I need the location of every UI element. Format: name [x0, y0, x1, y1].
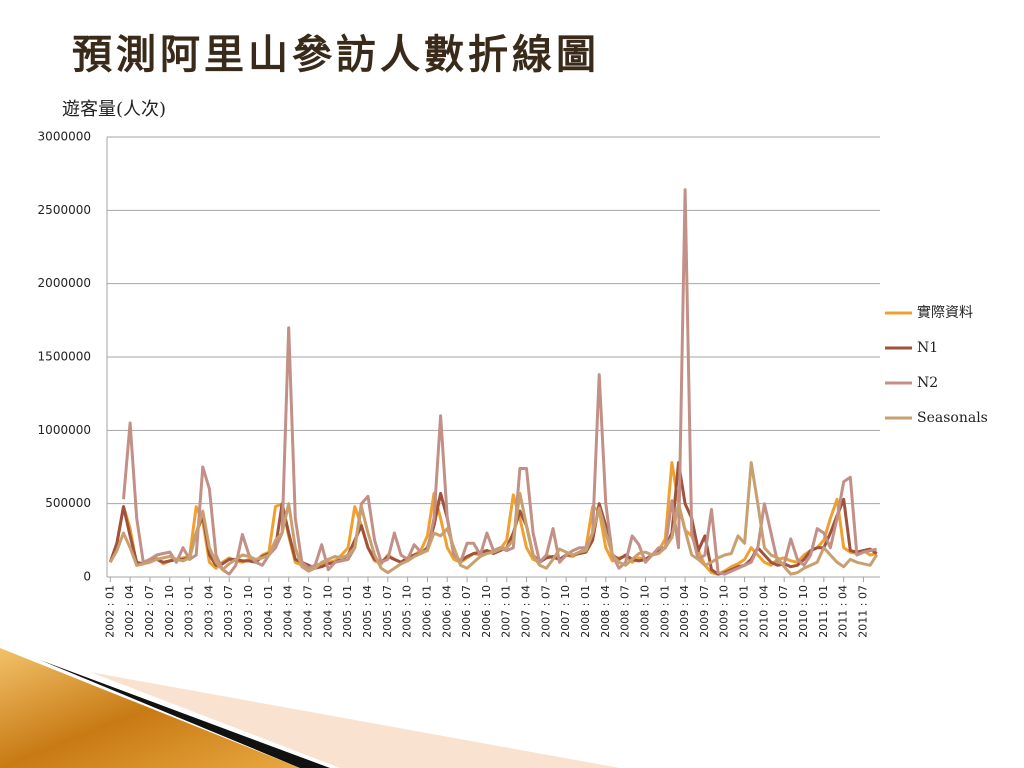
x-tick-label: 2007 : 01 — [500, 585, 513, 638]
x-tick-label: 2002 : 04 — [123, 585, 136, 638]
x-tick-label: 2008 : 01 — [579, 585, 592, 638]
x-tick-label: 2009 : 04 — [678, 585, 691, 638]
x-tick-label: 2003 : 04 — [202, 585, 215, 638]
legend-label: Seasonals — [917, 410, 988, 426]
x-tick-label: 2009 : 01 — [658, 585, 671, 638]
x-tick-label: 2004 : 01 — [262, 585, 275, 638]
y-tick-label: 2500000 — [38, 203, 91, 217]
x-tick-label: 2007 : 04 — [520, 585, 533, 638]
x-tick-label: 2004 : 07 — [302, 585, 315, 638]
x-tick-label: 2008 : 07 — [619, 585, 632, 638]
x-tick-label: 2005 : 07 — [381, 585, 394, 638]
x-tick-label: 2011 : 07 — [856, 585, 869, 638]
series-line — [122, 188, 878, 576]
x-tick-label: 2002 : 10 — [163, 585, 176, 638]
x-tick-label: 2003 : 01 — [183, 585, 196, 638]
y-tick-label: 0 — [83, 570, 91, 584]
x-tick-label: 2002 : 01 — [103, 585, 116, 638]
x-tick-label: 2008 : 04 — [599, 585, 612, 638]
x-tick-label: 2006 : 04 — [440, 585, 453, 638]
decor-peach — [90, 672, 620, 768]
x-tick-label: 2007 : 10 — [559, 585, 572, 638]
x-tick-label: 2004 : 10 — [321, 585, 334, 638]
decor-stripe — [40, 660, 330, 768]
legend-label: 實際資料 — [917, 304, 973, 321]
x-tick-label: 2006 : 10 — [480, 585, 493, 638]
x-tick-label: 2002 : 07 — [143, 585, 156, 638]
x-tick-label: 2005 : 04 — [361, 585, 374, 638]
x-tick-label: 2003 : 10 — [242, 585, 255, 638]
x-tick-label: 2003 : 07 — [222, 585, 235, 638]
legend-label: N1 — [917, 340, 938, 356]
x-tick-label: 2007 : 07 — [539, 585, 552, 638]
x-tick-label: 2009 : 10 — [718, 585, 731, 638]
x-tick-label: 2009 : 07 — [698, 585, 711, 638]
legend-label: N2 — [917, 375, 938, 391]
x-tick-label: 2006 : 01 — [420, 585, 433, 638]
decor-gold — [0, 648, 300, 768]
x-tick-label: 2011 : 01 — [817, 585, 830, 638]
y-tick-label: 1000000 — [38, 423, 91, 437]
x-tick-label: 2008 : 10 — [638, 585, 651, 638]
y-tick-label: 3000000 — [38, 130, 91, 144]
x-tick-label: 2005 : 01 — [341, 585, 354, 638]
x-tick-label: 2006 : 07 — [460, 585, 473, 638]
x-tick-label: 2010 : 04 — [757, 585, 770, 638]
x-tick-label: 2010 : 10 — [797, 585, 810, 638]
y-axis-label: 遊客量(人次) — [62, 99, 166, 120]
x-tick-label: 2010 : 07 — [777, 585, 790, 638]
series-line — [108, 461, 878, 576]
x-tick-label: 2004 : 04 — [282, 585, 295, 638]
x-tick-label: 2005 : 10 — [401, 585, 414, 638]
x-tick-label: 2011 : 04 — [837, 585, 850, 638]
y-tick-label: 2000000 — [38, 276, 91, 290]
x-tick-label: 2010 : 01 — [738, 585, 751, 638]
chart-title: 預測阿里山參訪人數折線圖 — [72, 31, 600, 78]
y-tick-label: 1500000 — [38, 350, 91, 364]
y-tick-label: 500000 — [45, 496, 91, 510]
